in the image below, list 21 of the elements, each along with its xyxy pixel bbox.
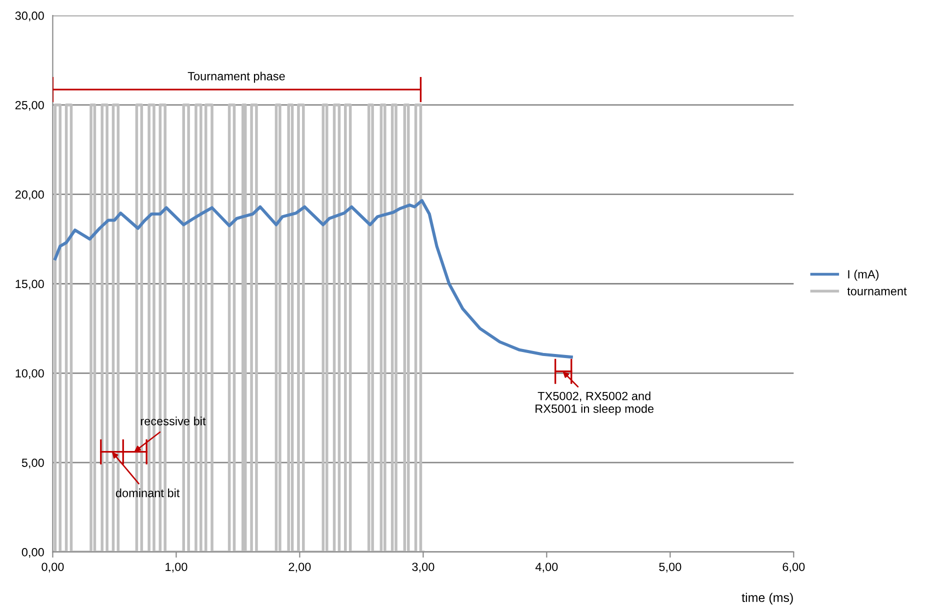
legend-label: I (mA) [848,270,878,281]
y-tick-label: 10,00 [16,369,44,379]
annotation: recessive bit [140,416,206,426]
x-tick-label: 3,00 [412,562,434,572]
annotation: Tournament phase [188,72,285,83]
x-tick-label: 6,00 [782,562,805,572]
x-axis-title: time (ms) [742,592,793,604]
y-tick-label: 5,00 [22,458,44,468]
y-tick-label: 25,00 [15,100,44,111]
x-tick-label: 0,00 [42,562,64,572]
annotation: dominant bit [116,488,180,498]
legend-label: tournament [847,288,907,296]
annotation: TX5002, RX5002 and RX5001 in sleep mode [536,392,654,416]
y-tick-label: 0,00 [22,548,44,558]
x-tick-label: 1,00 [166,562,188,572]
y-tick-label: 20,00 [15,190,44,200]
x-tick-label: 5,00 [659,562,682,572]
x-tick-label: 4,00 [535,562,558,572]
y-tick-label: 15,00 [16,280,44,290]
y-tick-label: 30,00 [15,12,44,22]
x-tick-label: 2,00 [288,562,311,572]
